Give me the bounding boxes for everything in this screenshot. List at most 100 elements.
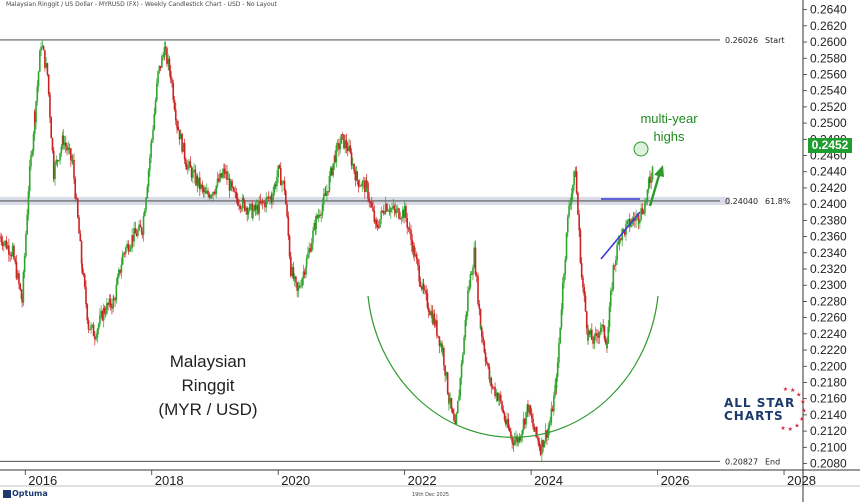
candle-body (616, 244, 618, 261)
candle-body (180, 133, 182, 140)
candle-body (120, 264, 123, 273)
candle-body (467, 290, 469, 312)
candle-body (245, 207, 247, 211)
brand-star-icon: ★ (780, 425, 785, 432)
candle-body (532, 418, 534, 427)
candle-body (483, 342, 486, 353)
candle-body (628, 218, 631, 227)
candle-body (608, 306, 611, 327)
candle-body (272, 192, 274, 202)
candle-body (221, 172, 224, 178)
candle-body (469, 274, 472, 288)
candle-body (257, 205, 259, 214)
candle-body (380, 210, 383, 219)
candle-body (585, 311, 588, 329)
candle-body (82, 272, 85, 275)
candle-body (100, 311, 102, 316)
candle-body (309, 248, 312, 252)
candle-body (297, 286, 300, 291)
candle-body (411, 239, 414, 252)
candle-body (55, 159, 58, 164)
candle-body (613, 265, 616, 266)
candle-body (149, 157, 151, 171)
candle-body (603, 325, 606, 339)
y-tick-label: 0.2620 (810, 19, 847, 33)
x-tick-label: 2026 (661, 473, 690, 488)
candle-body (115, 284, 118, 301)
y-tick-label: 0.2540 (810, 84, 847, 98)
candle-body (395, 209, 398, 213)
y-tick-label: 0.2200 (810, 359, 847, 373)
multi-year-highs-note: multi-year highs (637, 110, 701, 146)
candle-body (127, 243, 130, 252)
candle-body (436, 320, 438, 336)
candle-body (482, 336, 484, 343)
candle-body (496, 392, 499, 401)
candle-body (382, 210, 385, 214)
brand-line2: CHARTS (724, 409, 784, 423)
candle-body (630, 223, 632, 227)
candle-body (561, 282, 564, 310)
candle-body (341, 134, 344, 136)
candle-body (346, 147, 349, 151)
candle-body (521, 430, 524, 436)
breakout-arrow-shaft (648, 171, 662, 207)
candle-body (598, 332, 601, 338)
candle-body (417, 259, 419, 266)
candle-body (548, 424, 551, 429)
candle-body (528, 405, 531, 413)
candle-body (473, 247, 476, 268)
y-tick-label: 0.2440 (810, 165, 847, 179)
candle-body (287, 216, 290, 236)
candle-body (564, 259, 567, 275)
candle-body (73, 159, 75, 179)
candle-body (60, 146, 63, 153)
candle-body (529, 405, 532, 415)
brand-line1: ALL STAR (724, 396, 796, 410)
candle-body (300, 286, 302, 287)
candle-body (79, 233, 82, 242)
candle-body (135, 233, 138, 237)
candle-body (52, 177, 55, 179)
candle-body (512, 442, 515, 445)
candle-body (290, 272, 292, 276)
candle-body (477, 275, 479, 304)
candle-body (50, 117, 53, 139)
candle-body (449, 398, 451, 402)
candle-body (468, 287, 470, 291)
candle-body (329, 167, 332, 176)
level-name-label: 61.8% (765, 197, 791, 206)
candle-body (647, 178, 650, 190)
candle-body (302, 271, 305, 279)
candle-body (463, 337, 465, 355)
candle-body (92, 324, 95, 337)
optuma-logo-icon (3, 489, 11, 498)
candle-body (11, 250, 14, 256)
candle-body (19, 283, 22, 290)
candle-body (506, 419, 508, 425)
candle-body (418, 265, 421, 282)
all-star-charts-logo: ALL STAR CHARTS (724, 397, 814, 423)
candle-body (9, 254, 11, 256)
y-tick-label: 0.2640 (810, 3, 847, 17)
candle-body (58, 160, 60, 162)
candle-body (533, 426, 536, 432)
candle-body (298, 286, 301, 288)
candle-body (601, 324, 603, 328)
candle-body (606, 343, 608, 349)
candle-body (205, 190, 208, 194)
candle-body (76, 198, 79, 218)
candle-body (238, 205, 240, 206)
candle-body (560, 309, 563, 328)
candle-body (62, 135, 65, 145)
y-tick-label: 0.2320 (810, 262, 847, 276)
candle-body (353, 163, 355, 172)
candle-body (71, 159, 74, 162)
rounding-bottom-arc (367, 295, 659, 438)
candle-body (554, 385, 556, 396)
candle-body (236, 198, 239, 206)
candle-body (407, 227, 410, 229)
candle-body (580, 262, 583, 278)
candle-body (472, 267, 474, 275)
candle-body (438, 336, 441, 346)
